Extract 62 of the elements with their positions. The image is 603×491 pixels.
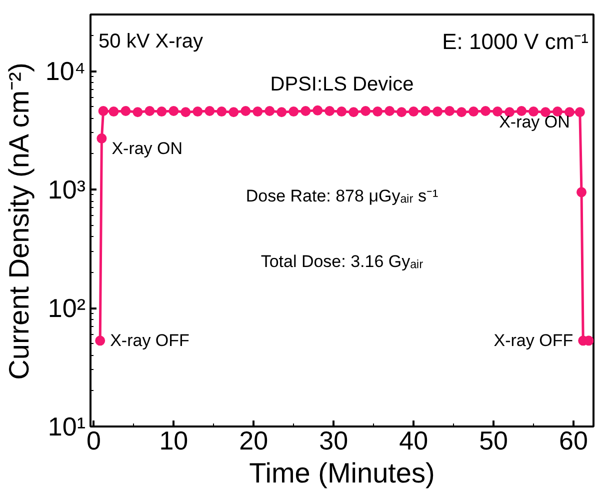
point bbox=[96, 133, 107, 144]
point bbox=[168, 106, 179, 116]
point bbox=[120, 106, 131, 116]
point bbox=[95, 336, 106, 346]
point bbox=[372, 106, 383, 117]
annotation: Total Dose: 3.16 Gyₐᵢᵣ bbox=[260, 252, 424, 272]
y-tick-label: 10² bbox=[48, 293, 86, 324]
y-tick-label: 10³ bbox=[48, 174, 86, 205]
annotation: Dose Rate: 878 μGyₐᵢᵣ s⁻¹ bbox=[246, 186, 439, 206]
point bbox=[468, 106, 479, 117]
point bbox=[420, 106, 431, 116]
point bbox=[574, 107, 585, 118]
point bbox=[300, 106, 311, 116]
point bbox=[408, 106, 419, 117]
point bbox=[396, 107, 407, 118]
point bbox=[516, 106, 527, 116]
x-tick-label: 20 bbox=[239, 426, 268, 456]
point bbox=[264, 106, 275, 116]
point bbox=[324, 106, 335, 116]
y-tick-label: 10⁴ bbox=[45, 56, 86, 86]
point bbox=[444, 106, 455, 116]
annotation: DPSI:LS Device bbox=[270, 74, 414, 96]
point bbox=[348, 107, 359, 118]
annotation: X-ray OFF bbox=[494, 331, 574, 350]
point bbox=[240, 106, 251, 116]
x-tick-label: 0 bbox=[86, 426, 101, 456]
x-tick-label: 10 bbox=[159, 426, 188, 456]
x-tick-label: 30 bbox=[319, 426, 348, 456]
annotation: E: 1000 V cm⁻¹ bbox=[442, 28, 588, 54]
point bbox=[288, 106, 299, 117]
point bbox=[228, 107, 239, 118]
point bbox=[216, 106, 227, 117]
point bbox=[98, 106, 108, 116]
x-tick-label: 50 bbox=[479, 426, 508, 456]
annotation: X-ray OFF bbox=[110, 331, 190, 350]
x-axis-title: Time (Minutes) bbox=[249, 458, 435, 488]
y-tick-label: 10¹ bbox=[48, 412, 86, 442]
point bbox=[480, 106, 491, 116]
point bbox=[432, 106, 443, 117]
point bbox=[204, 106, 215, 116]
point bbox=[564, 107, 575, 118]
point bbox=[144, 106, 155, 116]
point bbox=[156, 106, 167, 117]
point bbox=[360, 106, 371, 116]
point bbox=[108, 106, 119, 117]
x-tick-label: 40 bbox=[399, 426, 428, 456]
point bbox=[492, 106, 503, 117]
annotation: 50 kV X-ray bbox=[98, 30, 204, 52]
point bbox=[180, 107, 191, 118]
point bbox=[336, 106, 347, 117]
point bbox=[576, 187, 587, 198]
point bbox=[312, 105, 323, 116]
annotation: X-ray ON bbox=[112, 138, 183, 158]
point bbox=[276, 107, 287, 118]
point bbox=[252, 106, 263, 117]
annotation: X-ray ON bbox=[499, 112, 570, 132]
point bbox=[384, 106, 395, 116]
point bbox=[192, 106, 203, 117]
x-tick-label: 60 bbox=[559, 426, 588, 456]
point bbox=[456, 107, 467, 118]
point bbox=[132, 107, 143, 118]
y-axis-title: Current Density (nA cm⁻²) bbox=[3, 62, 34, 380]
